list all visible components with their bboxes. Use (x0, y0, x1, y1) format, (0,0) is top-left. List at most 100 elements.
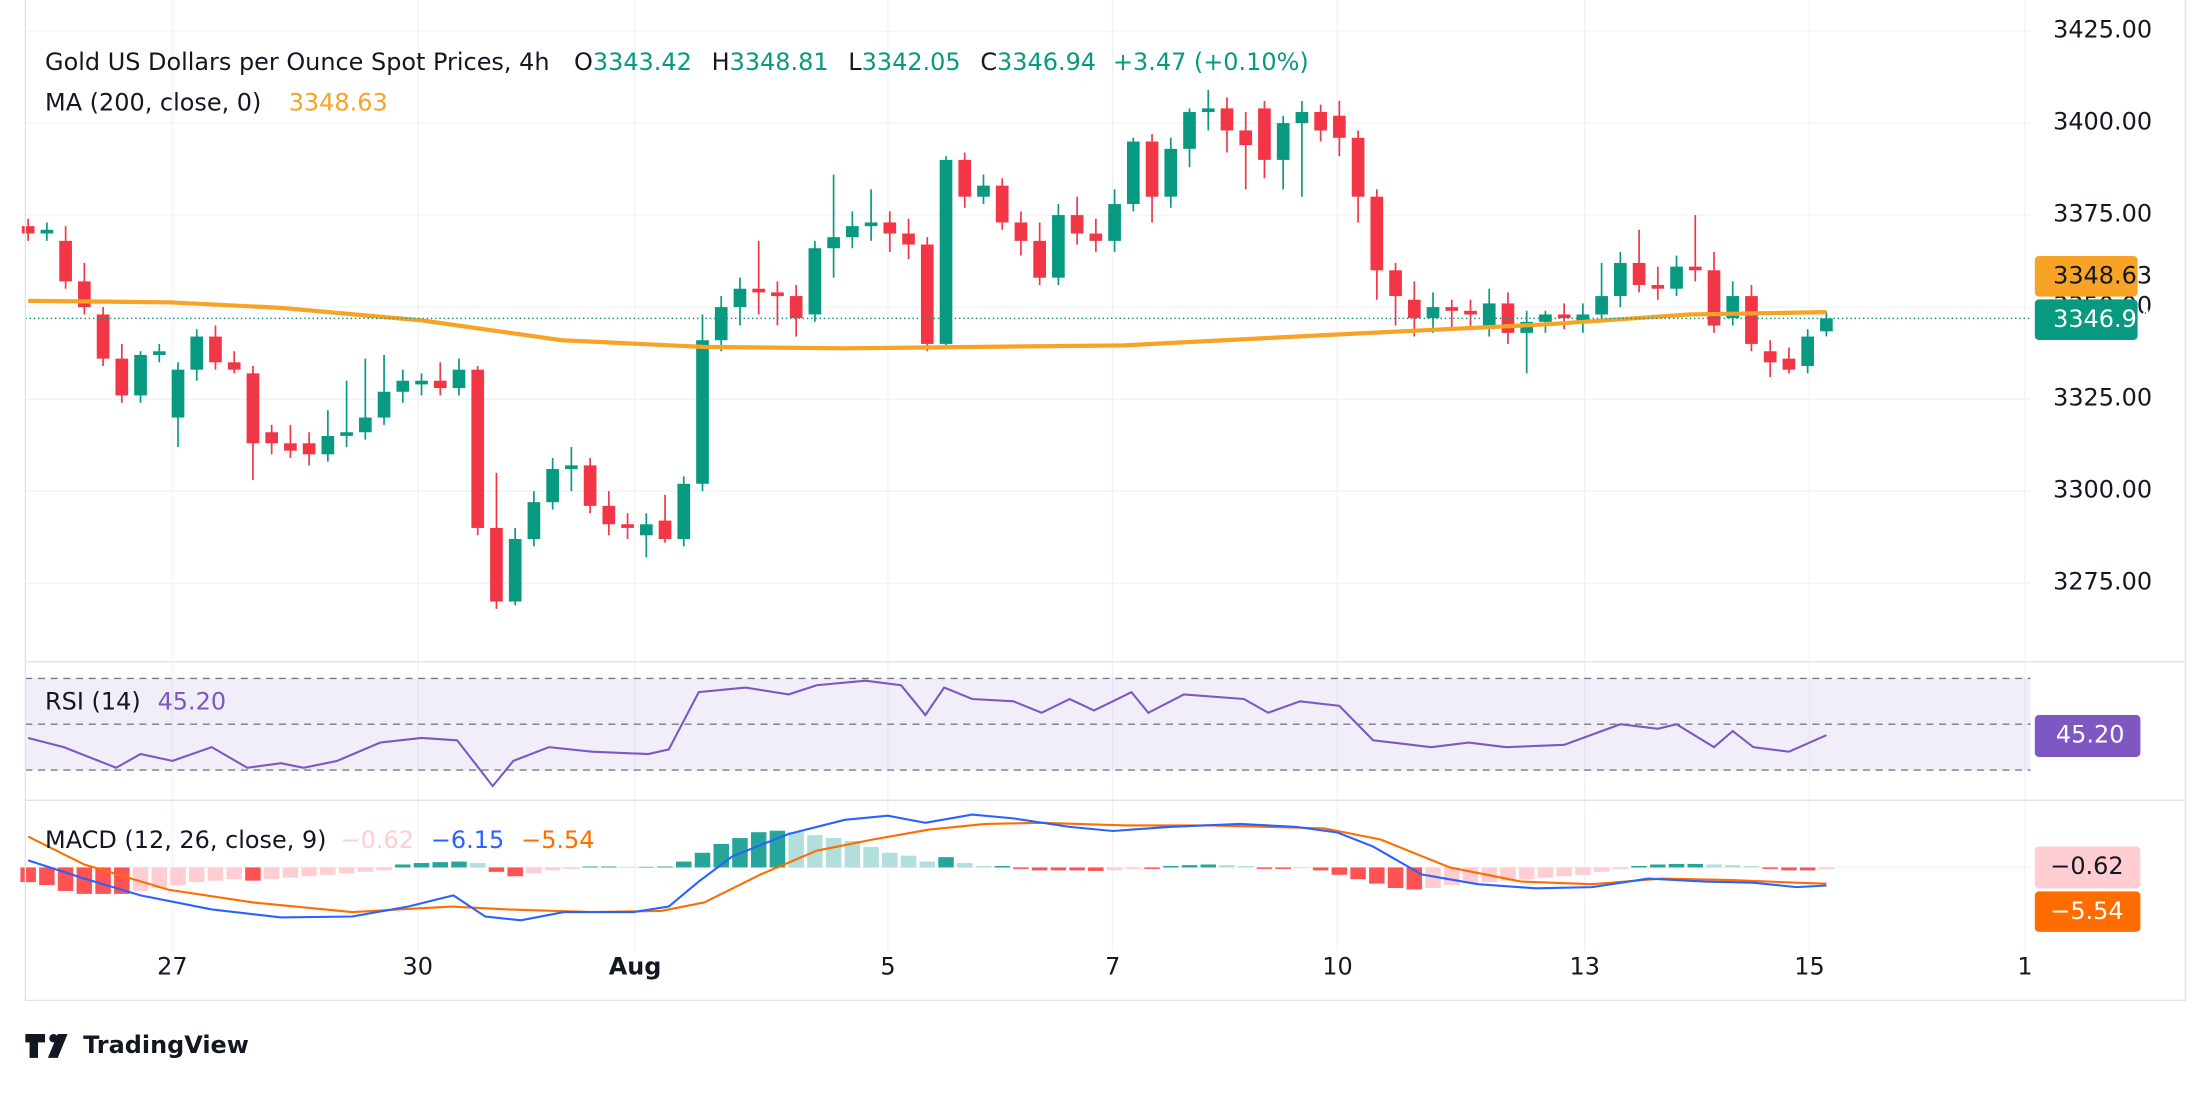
macd-histogram-bar (1687, 863, 1704, 868)
y-tick-label: 3375.00 (2053, 200, 2152, 228)
candle-body (40, 229, 54, 234)
y-tick-label: 3425.00 (2053, 16, 2152, 44)
histogram-value: −0.62 (341, 825, 414, 853)
macd-histogram-bar (1762, 867, 1778, 869)
macd-histogram-bar (357, 867, 374, 872)
macd-histogram-bar (1275, 867, 1291, 869)
candle-body (1464, 310, 1477, 315)
x-tick-label: 5 (880, 953, 895, 981)
macd-histogram-bar (226, 867, 242, 880)
candle-body (21, 226, 35, 234)
macd-histogram-bar (1237, 865, 1254, 868)
candle-body (1632, 262, 1646, 286)
candle-body (171, 369, 185, 418)
candle-body (1314, 112, 1327, 131)
macd-histogram-bar (1050, 867, 1067, 871)
macd-histogram-bar (844, 840, 861, 868)
candle-body (714, 307, 728, 341)
candle-body (546, 469, 559, 503)
candle-body (621, 524, 634, 528)
y-tick-label: 3300.00 (2053, 476, 2152, 504)
macd-histogram-bar (151, 867, 168, 889)
macd-histogram-bar (1294, 867, 1310, 869)
candle-body (995, 185, 1009, 223)
candle-body (527, 502, 541, 539)
macd-histogram-bar (1781, 867, 1797, 871)
candle-body (789, 296, 803, 319)
y-tick-label: 3325.00 (2053, 384, 2152, 412)
macd-histogram-bar (1818, 867, 1835, 870)
ohlc-key: L (848, 48, 862, 76)
candle-body (1351, 137, 1365, 197)
ohlc-value: 3343.42 (593, 48, 692, 76)
macd-value: −6.15 (431, 825, 504, 853)
candle-body (59, 240, 72, 282)
ma-name: MA (200, close, 0) (45, 88, 261, 116)
candle-body (508, 538, 522, 602)
candle-body (1201, 108, 1215, 113)
candle-body (452, 369, 466, 389)
candle-body (677, 483, 691, 539)
macd-histogram-bar (1181, 865, 1198, 868)
histogram-box-label: −0.62 (2050, 852, 2123, 880)
candle-body (977, 185, 990, 197)
candle-body (1033, 240, 1047, 278)
signal-value: −5.54 (521, 825, 594, 853)
macd-histogram-bar (1518, 867, 1535, 880)
macd-histogram-bar (900, 855, 917, 868)
candle-body (1052, 215, 1065, 278)
macd-histogram-bar (619, 866, 636, 868)
macd-histogram-bar (638, 866, 655, 868)
x-tick-label: 15 (1794, 953, 1824, 981)
logo-icon (25, 1034, 68, 1058)
macd-histogram-bar (1031, 867, 1048, 871)
candle-body (1164, 148, 1178, 197)
candle-body (1782, 358, 1796, 370)
candle-body (96, 314, 110, 359)
candle-body (246, 373, 260, 444)
macd-histogram-bar (1350, 867, 1366, 880)
candle-body (321, 435, 335, 455)
candle-body (1820, 318, 1833, 332)
candle-body (1333, 115, 1346, 138)
macd-histogram-bar (170, 867, 186, 886)
x-tick-label: 13 (1570, 953, 1600, 981)
ohlc-key: C (980, 48, 997, 76)
x-tick-label: 30 (403, 953, 433, 981)
macd-histogram-bar (1668, 863, 1685, 868)
macd-name: MACD (12, 26, close, 9) (45, 825, 326, 853)
macd-histogram-bar (432, 862, 448, 868)
macd-histogram-bar (1369, 867, 1385, 884)
macd-histogram-bar (526, 867, 542, 874)
macd-histogram-bar (413, 863, 430, 868)
ohlc-key: H (712, 48, 730, 76)
macd-histogram-bar (20, 867, 36, 883)
macd-histogram-bar (956, 863, 973, 868)
ma-line (28, 298, 1827, 351)
y-tick-label: 3400.00 (2053, 108, 2152, 136)
macd-histogram-bar (676, 861, 692, 868)
candle-body (1707, 270, 1721, 326)
grid (25, 0, 2031, 952)
macd-histogram-bar (882, 852, 898, 868)
signal-box-label: −5.54 (2050, 897, 2123, 925)
candle-body (1407, 299, 1421, 319)
macd-legend: MACD (12, 26, close, 9) −0.62 −6.15 −5.54 (45, 825, 594, 853)
candle-body (340, 432, 353, 436)
macd-histogram-bar (95, 867, 111, 894)
macd-histogram-bar (1575, 867, 1591, 875)
candle-body (1183, 112, 1196, 149)
macd-histogram-bar (263, 867, 280, 880)
candle-body (808, 248, 822, 315)
candle-body (846, 226, 859, 238)
macd-histogram-bar (1219, 865, 1235, 868)
macd-histogram-bar (469, 863, 486, 868)
candle-body (284, 443, 297, 451)
macd-histogram-bar (245, 867, 261, 881)
macd-histogram-bar (1163, 865, 1179, 868)
rsi-name: RSI (14) (45, 687, 141, 715)
x-tick-label: 7 (1105, 953, 1120, 981)
candle-body (1126, 141, 1140, 205)
